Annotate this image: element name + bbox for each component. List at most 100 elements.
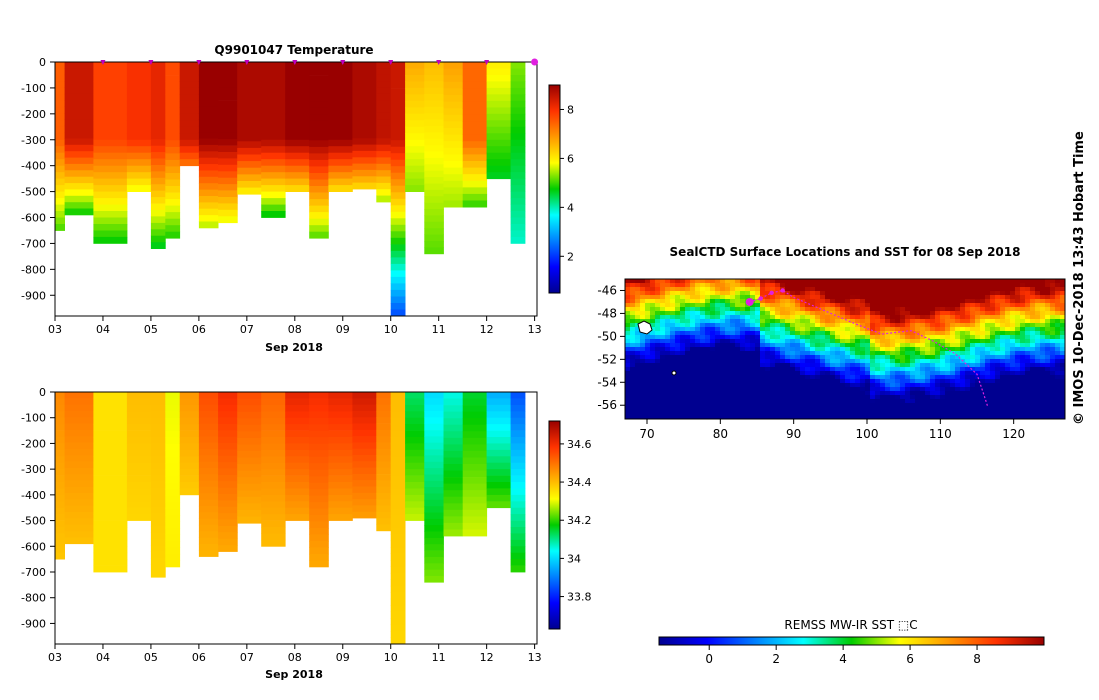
profile-cell	[126, 172, 152, 180]
profile-cell	[218, 481, 238, 489]
sst-cell	[680, 415, 686, 420]
profile-cell	[462, 470, 488, 478]
sst-cell	[865, 319, 871, 324]
sst-cell	[810, 387, 816, 392]
profile-cell	[424, 113, 444, 120]
sst-cell	[760, 315, 766, 320]
profile-cell	[179, 94, 200, 102]
sst-cell	[630, 279, 636, 284]
sst-cell	[845, 339, 851, 344]
sst-cell	[630, 295, 636, 300]
profile-cell	[352, 176, 377, 183]
sst-cell	[940, 371, 946, 376]
sst-cell	[765, 291, 771, 296]
sst-cell	[1030, 395, 1036, 400]
sst-cell	[685, 307, 691, 312]
sst-colorbar	[658, 636, 1045, 646]
profile-cell	[285, 443, 310, 451]
sst-cell	[965, 331, 971, 336]
sst-cell	[700, 287, 706, 292]
sst-cell	[690, 315, 696, 320]
sst-cell	[1045, 403, 1051, 408]
sst-cell	[635, 319, 641, 324]
profile-cell	[237, 95, 262, 102]
y-tick-label: -900	[21, 617, 46, 630]
profile-cell	[424, 493, 444, 501]
profile-cell	[218, 500, 238, 508]
sst-cell	[1055, 315, 1061, 320]
map-latitude-ticks: -46-48-50-52-54-56	[597, 283, 625, 412]
profile-column	[352, 62, 377, 190]
sst-cell	[940, 359, 946, 364]
sst-cell	[815, 415, 821, 420]
sst-cell	[920, 355, 926, 360]
sst-cell	[955, 347, 961, 352]
sst-cell	[790, 355, 796, 360]
profile-cell	[424, 177, 444, 184]
profile-cell	[198, 474, 219, 481]
sst-cell	[950, 335, 956, 340]
profile-column	[390, 392, 406, 645]
sst-cell	[710, 295, 716, 300]
sst-cell	[970, 411, 976, 416]
profile-cell	[309, 515, 329, 522]
profile-column	[55, 62, 65, 231]
sst-cell	[765, 391, 771, 396]
sst-cell	[1010, 395, 1016, 400]
profile-column	[486, 62, 511, 180]
sst-cell	[695, 279, 701, 284]
sst-cell	[750, 303, 756, 308]
profile-cell	[150, 430, 166, 438]
sst-cell	[995, 379, 1001, 384]
sst-cell	[850, 407, 856, 412]
sst-cell	[805, 399, 811, 404]
sst-cell	[685, 315, 691, 320]
profile-cell	[486, 152, 511, 160]
sst-cell	[630, 315, 636, 320]
sst-cell	[1010, 287, 1016, 292]
profile-cell	[443, 470, 464, 478]
sst-cell	[645, 399, 651, 404]
profile-cell	[510, 552, 526, 560]
sst-cell	[995, 339, 1001, 344]
sst-cell	[690, 371, 696, 376]
profile-cell	[424, 94, 444, 101]
profile-cell	[285, 81, 310, 89]
sst-cell	[975, 335, 981, 340]
profile-cell	[376, 448, 392, 456]
sst-cell	[865, 359, 871, 364]
sst-cell	[770, 279, 776, 284]
sst-cell	[680, 375, 686, 380]
sst-cell	[985, 291, 991, 296]
sst-cell	[805, 323, 811, 328]
sst-cell	[900, 347, 906, 352]
sst-cell	[995, 351, 1001, 356]
sst-cell	[855, 307, 861, 312]
sst-cell	[785, 415, 791, 420]
profile-cell	[376, 182, 392, 190]
sst-cell	[960, 371, 966, 376]
sst-cell	[650, 399, 656, 404]
sst-cell	[855, 335, 861, 340]
y-tick-label: -600	[21, 540, 46, 553]
sst-cell	[970, 391, 976, 396]
profile-cell	[261, 398, 286, 406]
profile-cell	[165, 173, 181, 180]
sst-cell	[980, 399, 986, 404]
sst-cell	[895, 395, 901, 400]
sst-cell	[785, 335, 791, 340]
sst-cell	[890, 299, 896, 304]
sst-cell	[885, 335, 891, 340]
sst-cell	[770, 303, 776, 308]
sst-cell	[1000, 387, 1006, 392]
sst-cell	[720, 399, 726, 404]
sst-cell	[980, 383, 986, 388]
sst-cell	[910, 287, 916, 292]
profile-cell	[352, 473, 377, 481]
sst-cell	[1015, 395, 1021, 400]
sst-cell	[1020, 335, 1026, 340]
sst-cell	[1000, 407, 1006, 412]
profile-cell	[93, 494, 128, 502]
sst-cell	[645, 391, 651, 396]
profile-cell	[150, 455, 166, 463]
